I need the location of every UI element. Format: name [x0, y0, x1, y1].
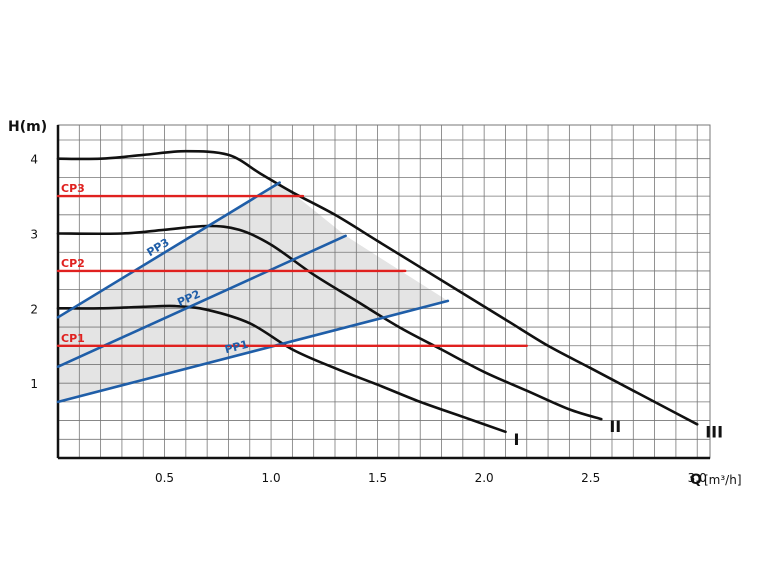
x-tick-label: 2.5: [581, 471, 600, 485]
x-tick-label: 0.5: [155, 471, 174, 485]
x-tick-label: 1.0: [262, 471, 281, 485]
cp-label-cp1: CP1: [61, 332, 85, 345]
y-axis-title: H(m): [8, 119, 47, 135]
operating-area: [58, 182, 448, 402]
grid-layer: [56, 124, 711, 460]
operating-area-layer: [58, 182, 448, 402]
pp-label-pp1: PP1: [223, 338, 249, 357]
y-tick-label: 2: [30, 302, 38, 316]
x-axis-unit: [m³/h]: [704, 473, 742, 487]
y-tick-label: 1: [30, 377, 38, 391]
x-axis-title: Q: [690, 472, 702, 488]
curve-label-iii: III: [705, 422, 723, 441]
pp-line-pp1: [56, 299, 450, 404]
curve-label-i: I: [513, 430, 519, 449]
x-tick-label: 2.0: [475, 471, 494, 485]
x-tick-label: 1.5: [368, 471, 387, 485]
curve-label-ii: II: [609, 417, 621, 436]
y-tick-label: 4: [30, 153, 38, 167]
tick-label-layer: 0.5 1.0 1.5 2.0 2.5 3.0 1 2 3 4: [30, 153, 706, 485]
pp-line-pp3: [56, 181, 281, 319]
speed-curve-iii: [56, 149, 699, 426]
cp-label-cp3: CP3: [61, 182, 85, 195]
series-layer: [56, 149, 699, 434]
speed-curve-i: [56, 304, 507, 434]
speed-curve-ii: [56, 224, 603, 421]
cp-label-cp2: CP2: [61, 257, 85, 270]
x-tick-label: 3.0: [688, 471, 707, 485]
y-tick-label: 3: [30, 228, 38, 242]
